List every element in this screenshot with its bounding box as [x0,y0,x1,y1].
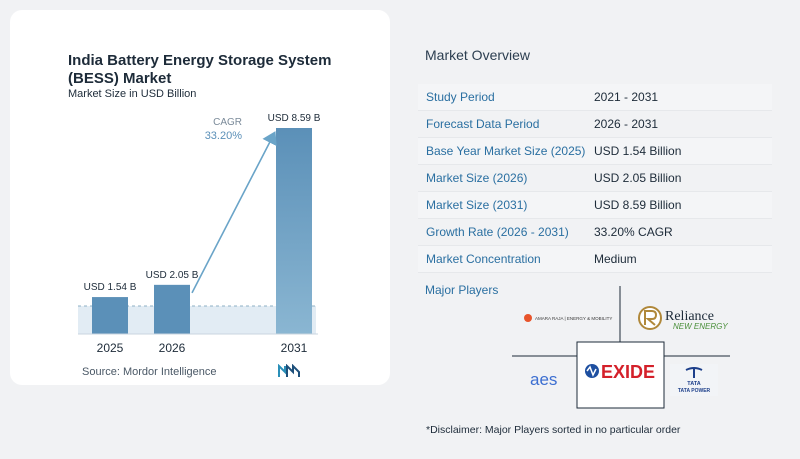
overview-label: Market Concentration [426,252,541,266]
amara-raja-logo: AMARA RAJA | ENERGY & MOBILITY [524,314,612,322]
bar-2031 [276,128,312,334]
bar-2026 [154,284,190,334]
overview-value: Medium [594,252,637,266]
reliance-logo: Reliance NEW ENERGY [638,306,728,331]
data-label-2026: USD 2.05 B [146,270,199,281]
tata-icon [685,367,703,378]
overview-row: Growth Rate (2026 - 2031) 33.20% CAGR [418,219,772,246]
tata-text: TATA [687,381,700,387]
overview-row: Market Size (2031) USD 8.59 Billion [418,192,772,219]
overview-value: USD 8.59 Billion [594,198,682,212]
overview-label: Growth Rate (2026 - 2031) [426,225,569,239]
data-label-2031: USD 8.59 B [268,113,321,124]
overview-row: Market Concentration Medium [418,246,772,273]
bar-chart: USD 1.54 B 2025 USD 2.05 B 2026 USD 8.59 B 20… [78,113,321,355]
reliance-subtext: NEW ENERGY [673,322,728,331]
overview-label: Market Size (2031) [426,198,528,212]
bar-2025 [92,297,128,334]
overview-value: USD 2.05 Billion [594,171,682,185]
overview-row: Market Size (2026) USD 2.05 Billion [418,165,772,192]
source-note: Source: Mordor Intelligence [82,366,217,378]
overview-label: Study Period [426,90,495,104]
cagr-label: CAGR [213,117,242,128]
reliance-r-icon [644,310,658,326]
amara-raja-text: AMARA RAJA | ENERGY & MOBILITY [535,316,612,321]
overview-value: 33.20% CAGR [594,225,673,239]
overview-row: Forecast Data Period 2026 - 2031 [418,111,772,138]
chart-subtitle: Market Size in USD Billion [68,88,197,100]
x-tick-2031: 2031 [281,341,308,355]
tata-power-logo: TATA TATA POWER [670,364,718,396]
aes-logo: aes [530,370,557,389]
tata-power-text: TATA POWER [678,388,711,394]
overview-value: USD 1.54 Billion [594,144,682,158]
chart-title: India Battery Energy Storage System (BES… [68,52,332,87]
overview-title: Market Overview [425,47,531,63]
overview-label: Forecast Data Period [426,117,540,131]
reliance-text: Reliance [665,309,714,324]
x-tick-2026: 2026 [159,341,186,355]
overview-row: Base Year Market Size (2025) USD 1.54 Bi… [418,138,772,165]
x-tick-2025: 2025 [97,341,124,355]
major-players-title: Major Players [425,283,499,297]
overview-value: 2021 - 2031 [594,90,659,104]
exide-pulse-icon [586,365,597,377]
exide-logo: EXIDE [585,362,655,382]
overview-label: Market Size (2026) [426,171,528,185]
overview-table: Study Period 2021 - 2031 Forecast Data P… [418,84,772,273]
cagr-arrow [191,131,277,294]
overview-label: Base Year Market Size (2025) [426,144,586,158]
disclaimer: *Disclaimer: Major Players sorted in no … [426,424,681,436]
exide-text: EXIDE [601,362,655,382]
overview-value: 2026 - 2031 [594,117,659,131]
data-label-2025: USD 1.54 B [84,282,137,293]
cagr-value: 33.20% [205,130,243,142]
mordor-logo-icon [278,364,300,377]
amara-raja-icon [524,314,532,322]
overview-row: Study Period 2021 - 2031 [418,84,772,111]
